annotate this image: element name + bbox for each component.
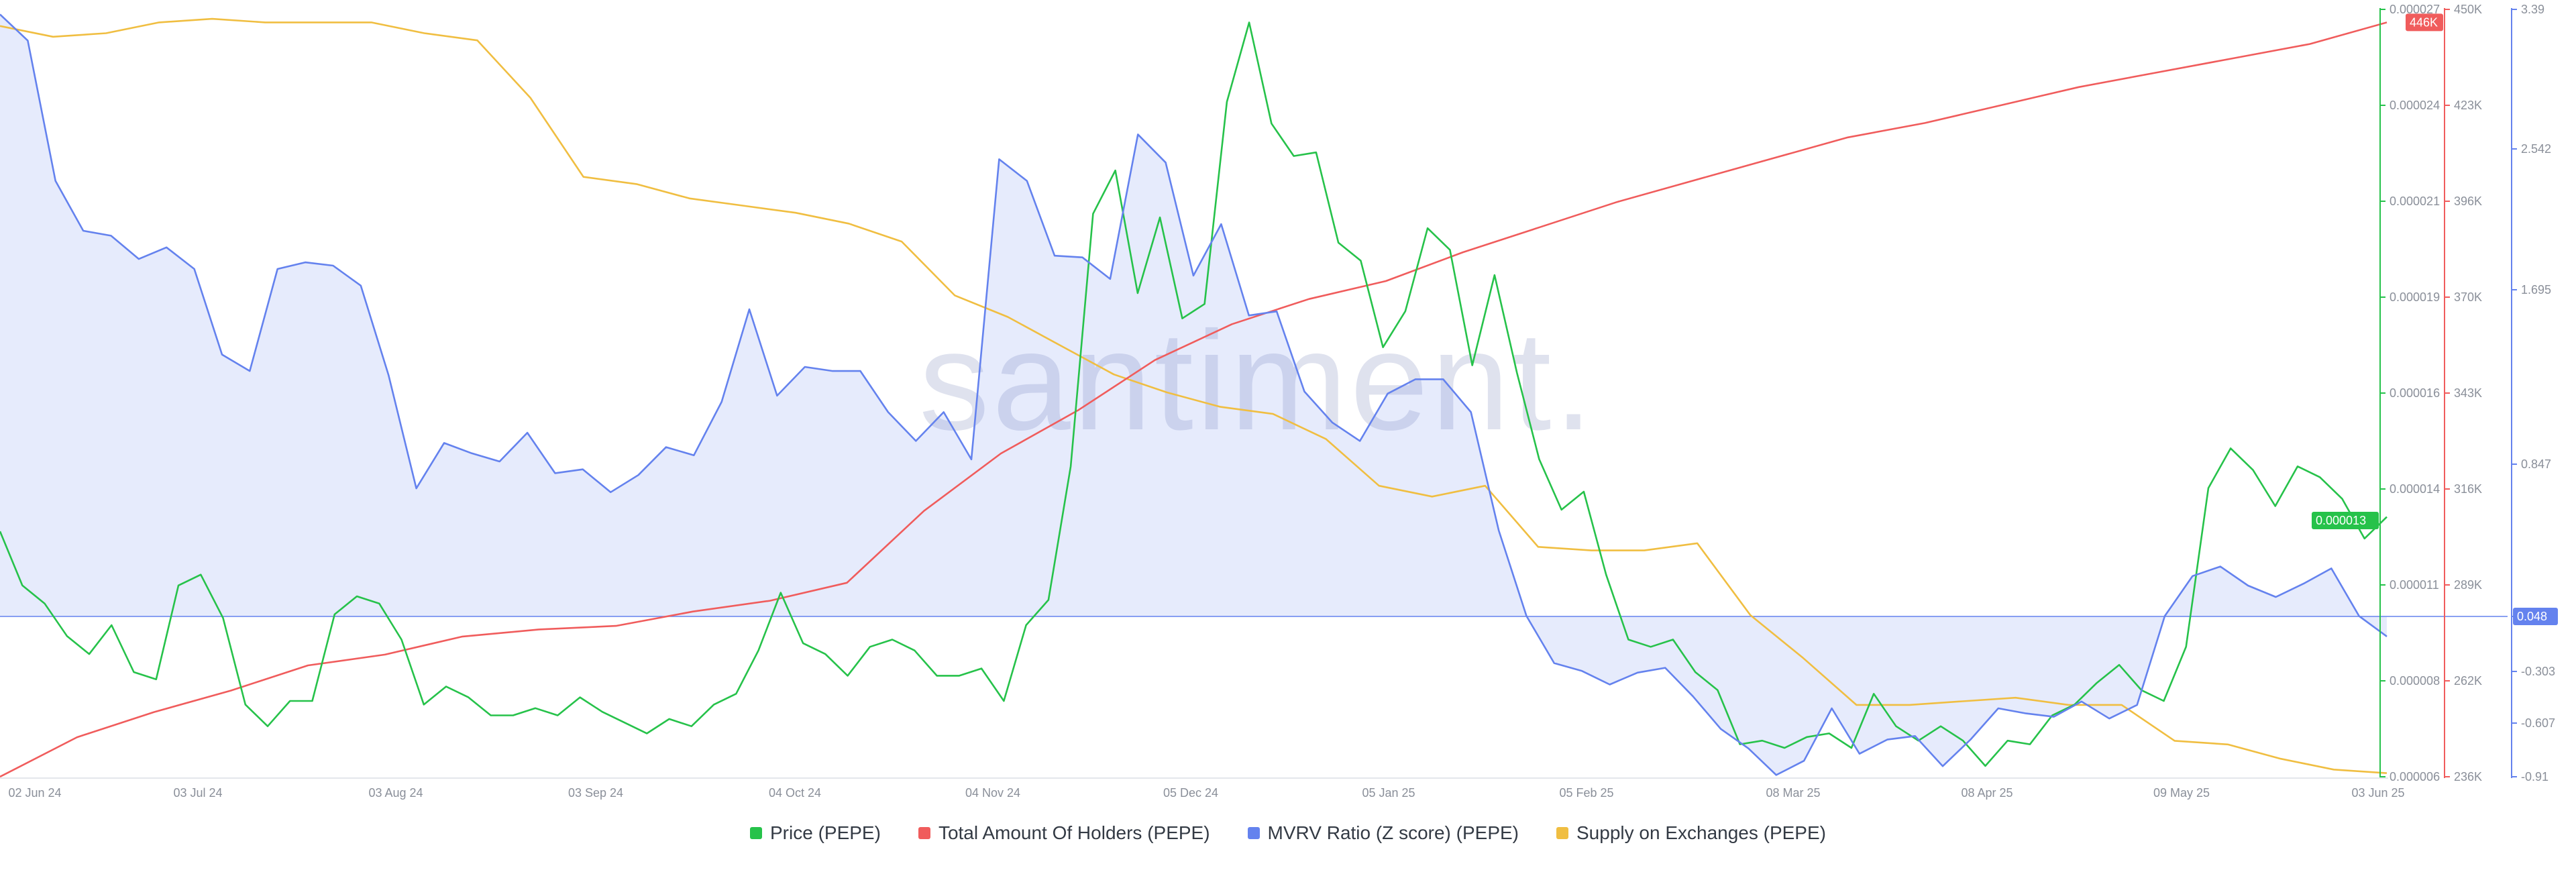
mvrv-tick-label: 3.39: [2521, 3, 2544, 16]
legend-label-price: Price (PEPE): [770, 822, 881, 843]
axes: 0.000027 0.000024 0.000021 0.000019 0.000016…: [0, 3, 2558, 800]
legend: Price (PEPE) Total Amount Of Holders (PE…: [0, 822, 2576, 844]
price-swatch-icon: [750, 827, 762, 839]
mvrv-tick-label: 1.695: [2521, 283, 2551, 296]
x-tick-label: 03 Jun 25: [2351, 786, 2404, 800]
legend-label-holders: Total Amount Of Holders (PEPE): [938, 822, 1210, 843]
x-tick-label: 03 Jul 24: [173, 786, 222, 800]
mvrv-area: [0, 14, 2387, 775]
mvrv-tick-label: 2.542: [2521, 142, 2551, 156]
x-tick-label: 04 Nov 24: [965, 786, 1020, 800]
legend-item-price[interactable]: Price (PEPE): [750, 822, 881, 844]
mvrv-current-value: 0.048: [2517, 610, 2547, 623]
legend-item-mvrv[interactable]: MVRV Ratio (Z score) (PEPE): [1247, 822, 1519, 844]
x-tick-label: 09 May 25: [2153, 786, 2210, 800]
holders-tick-label: 423K: [2454, 99, 2482, 112]
x-tick-label: 08 Apr 25: [1961, 786, 2012, 800]
holders-current-value: 446K: [2410, 15, 2438, 29]
x-tick-label: 05 Feb 25: [1559, 786, 1613, 800]
mvrv-tick-label: -0.303: [2521, 665, 2555, 678]
x-tick-label: 03 Sep 24: [568, 786, 623, 800]
plot-area[interactable]: [0, 13, 2508, 778]
price-tick-label: 0.000011: [2390, 578, 2439, 592]
price-line: [0, 21, 2387, 767]
price-tick-label: 0.000006: [2390, 770, 2440, 783]
holders-current-badge: [2406, 13, 2443, 32]
multi-series-chart: santiment. 0.0000270.0000240.0000210.000…: [0, 3, 2558, 800]
price-tick-label: 0.000021: [2390, 195, 2440, 208]
x-tick-label: 04 Oct 24: [769, 786, 821, 800]
x-tick-label: 03 Aug 24: [368, 786, 423, 800]
legend-item-holders[interactable]: Total Amount Of Holders (PEPE): [918, 822, 1210, 844]
holders-line: [0, 21, 2387, 778]
price-tick-label: 0.000024: [2390, 99, 2440, 112]
supply-line: [0, 17, 2387, 774]
holders-tick-label: 289K: [2454, 578, 2482, 592]
price-tick-label: 0.000019: [2390, 290, 2440, 304]
holders-tick-label: 396K: [2454, 195, 2482, 208]
holders-tick-label: 316K: [2454, 482, 2482, 496]
mvrv-current-badge: [2513, 608, 2558, 625]
price-current-value: 0.000013: [2316, 514, 2366, 527]
price-tick-label: 0.000014: [2390, 482, 2440, 496]
price-tick-label: 0.000016: [2390, 386, 2440, 400]
supply-swatch-icon: [1556, 827, 1568, 839]
price-tick-label: 0.000008: [2390, 674, 2440, 688]
holders-tick-label: 450K: [2454, 3, 2482, 16]
x-tick-label: 02 Jun 24: [8, 786, 61, 800]
holders-swatch-icon: [918, 827, 930, 839]
holders-tick-label: 370K: [2454, 290, 2482, 304]
x-tick-label: 08 Mar 25: [1766, 786, 1820, 800]
price-current-badge: [2312, 512, 2379, 529]
holders-tick-label: 343K: [2454, 386, 2482, 400]
mvrv-tick-label: 0.847: [2521, 457, 2551, 471]
holders-tick-label: 262K: [2454, 674, 2482, 688]
mvrv-tick-label: -0.91: [2521, 770, 2548, 783]
legend-label-mvrv: MVRV Ratio (Z score) (PEPE): [1267, 822, 1519, 843]
mvrv-swatch-icon: [1247, 827, 1260, 839]
holders-tick-label: 236K: [2454, 770, 2482, 783]
legend-item-supply[interactable]: Supply on Exchanges (PEPE): [1556, 822, 1826, 844]
x-tick-label: 05 Jan 25: [1362, 786, 1415, 800]
legend-label-supply: Supply on Exchanges (PEPE): [1576, 822, 1826, 843]
mvrv-tick-label: -0.607: [2521, 716, 2555, 730]
mvrv-line: [0, 13, 2387, 776]
price-tick-label: 0.000027: [2390, 3, 2440, 16]
x-tick-label: 05 Dec 24: [1163, 786, 1218, 800]
